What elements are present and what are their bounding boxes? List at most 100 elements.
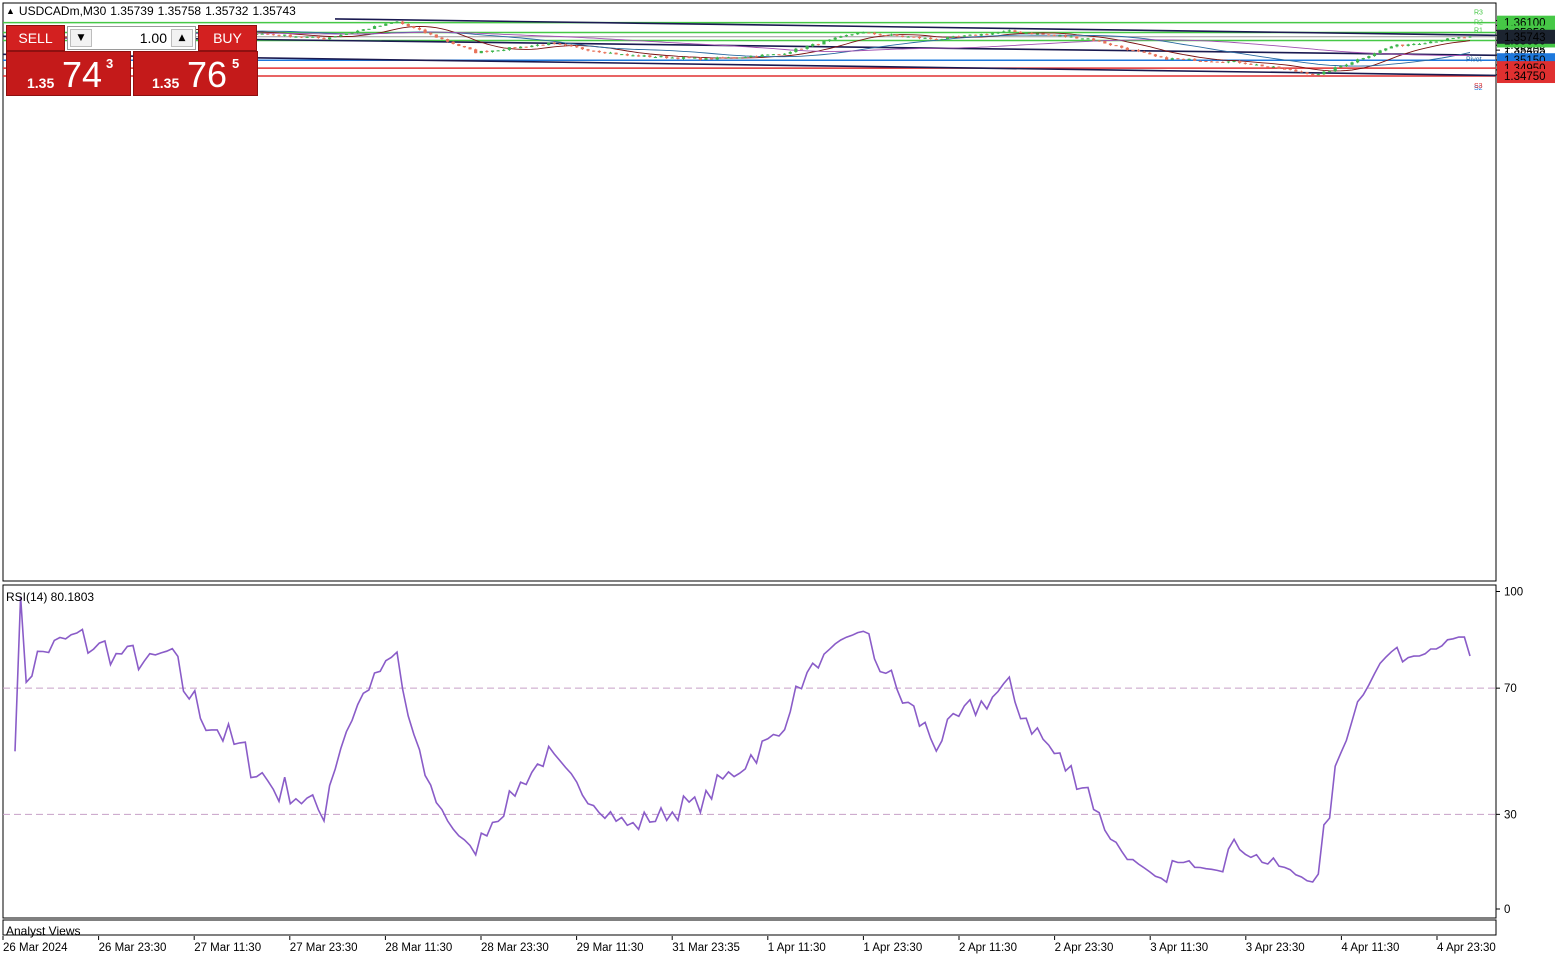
candle-body: [592, 50, 596, 52]
candle-body: [1002, 31, 1006, 33]
candle: [872, 32, 877, 35]
candle-body: [889, 34, 893, 36]
candle: [305, 36, 309, 38]
candle: [322, 37, 326, 41]
candle: [1434, 41, 1438, 43]
candle-body: [754, 55, 759, 57]
candle-body: [743, 57, 747, 59]
candle: [749, 55, 753, 58]
candle: [1367, 55, 1371, 59]
candle: [822, 40, 826, 45]
channel-line-1[interactable]: [334, 18, 1497, 37]
candle-body: [974, 34, 978, 36]
candle-body: [642, 55, 646, 57]
candle-body: [614, 52, 618, 55]
candle-body: [294, 36, 298, 38]
candle-body: [912, 36, 916, 38]
candle-body: [901, 35, 905, 37]
candle-body: [333, 36, 337, 38]
time-axis-label: 31 Mar 23:35: [672, 942, 740, 954]
moving-average-70: [14, 31, 1471, 56]
candle-body: [996, 32, 1000, 34]
lot-size-field[interactable]: ▼ 1.00 ▲: [67, 26, 196, 50]
rsi-axis-label: 0: [1504, 904, 1510, 916]
candle: [1136, 49, 1141, 53]
candle-body: [1254, 64, 1259, 66]
candle-body: [1389, 46, 1393, 49]
candle: [1002, 30, 1006, 33]
level-tag-R2: R2: [1474, 20, 1483, 27]
candle: [1243, 62, 1247, 65]
candle-body: [704, 58, 708, 60]
candle-body: [288, 34, 292, 37]
candle: [1451, 38, 1455, 40]
candle: [389, 22, 393, 24]
candle: [636, 54, 641, 57]
candle-body: [384, 23, 388, 26]
candle: [1159, 55, 1163, 58]
candle-body: [648, 55, 652, 58]
lot-size-value[interactable]: 1.00: [139, 30, 167, 46]
candle: [384, 23, 388, 26]
buy-button[interactable]: BUY: [198, 25, 257, 51]
candle: [558, 42, 562, 45]
candle: [985, 33, 989, 36]
candle-body: [856, 33, 860, 35]
candle-body: [490, 50, 495, 52]
candle: [457, 43, 461, 47]
candle-body: [1249, 63, 1253, 65]
candle-body: [1069, 36, 1073, 38]
rsi-line: [14, 596, 1471, 884]
candle-body: [794, 48, 798, 53]
candle-body: [271, 34, 276, 36]
sell-button[interactable]: SELL: [6, 25, 65, 51]
candle-body: [518, 46, 523, 49]
price-level-badge[interactable]: [1497, 69, 1555, 84]
candle: [990, 32, 995, 36]
candle: [631, 54, 635, 57]
candle-body: [850, 34, 854, 36]
candle: [502, 48, 506, 52]
collapse-triangle-icon[interactable]: ▲: [6, 6, 15, 16]
candle-body: [1181, 58, 1186, 60]
candle-body: [833, 37, 837, 40]
candle-body: [575, 46, 579, 48]
candle-body: [844, 35, 849, 37]
candle-body: [687, 57, 691, 59]
candle-body: [951, 36, 955, 38]
candle: [361, 29, 365, 31]
lot-decrease-icon[interactable]: ▼: [70, 29, 92, 47]
candle: [311, 36, 315, 38]
candle-body: [670, 57, 674, 59]
candle: [266, 33, 270, 35]
candle-body: [1024, 33, 1028, 35]
candle: [1288, 68, 1292, 71]
candle: [1232, 60, 1236, 63]
candle-body: [783, 53, 787, 55]
candle: [974, 34, 978, 36]
candle-body: [277, 34, 281, 36]
buy-price[interactable]: 1.35 76 5: [133, 51, 258, 96]
candle: [490, 50, 495, 53]
lot-increase-icon[interactable]: ▲: [171, 29, 193, 47]
candle: [580, 47, 584, 50]
candle-body: [923, 37, 927, 39]
candle: [878, 33, 882, 36]
candle-body: [929, 37, 933, 39]
candle: [901, 35, 905, 38]
sell-price[interactable]: 1.35 74 3: [6, 51, 131, 96]
candle-body: [260, 33, 264, 35]
candle-body: [434, 34, 438, 38]
candle-body: [1417, 43, 1422, 45]
ohlc-open: 1.35739: [110, 4, 154, 18]
candle: [271, 33, 276, 36]
candle-body: [665, 56, 669, 59]
candle-body: [1136, 50, 1141, 52]
candle-body: [496, 50, 500, 52]
rsi-axis-label: 100: [1504, 587, 1523, 599]
candle-body: [457, 43, 461, 47]
candle-body: [1103, 41, 1107, 44]
candle-body: [777, 54, 781, 56]
candle-body: [513, 47, 517, 49]
